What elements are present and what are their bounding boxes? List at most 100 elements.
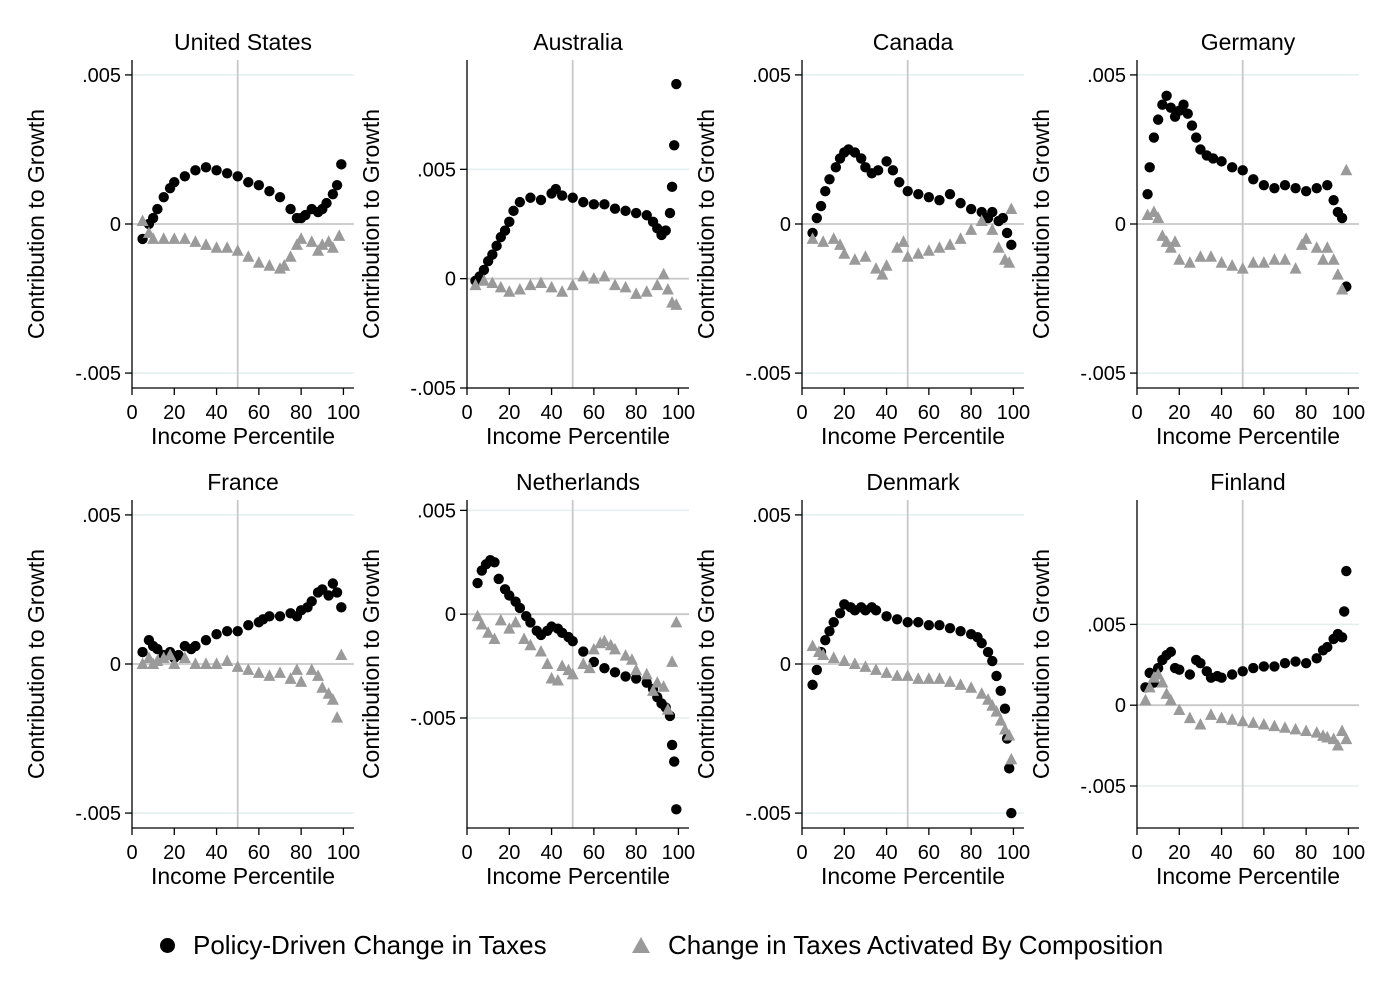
policy-point (997, 212, 1009, 224)
composition-point (488, 632, 501, 645)
x-tick-label: 20 (163, 842, 185, 864)
legend-label-composition: Change in Taxes Activated By Composition (668, 929, 1164, 960)
policy-point (811, 212, 822, 224)
x-tick-label: 20 (1168, 402, 1190, 424)
x-tick-label: 0 (1131, 402, 1142, 424)
y-tick-label: .005 (752, 505, 791, 527)
policy-point (830, 162, 842, 173)
policy-point (1142, 188, 1153, 200)
x-tick-label: 0 (796, 842, 807, 864)
composition-point (1295, 238, 1308, 250)
composition-point (518, 632, 531, 645)
policy-point (137, 646, 148, 658)
y-axis-label: Contribution to Growth (23, 549, 49, 779)
composition-point (651, 278, 664, 291)
x-tick-label: 80 (290, 842, 312, 864)
composition-point (598, 269, 611, 282)
composition-point (954, 678, 967, 690)
y-tick-label: -.005 (745, 803, 791, 825)
composition-point (933, 672, 946, 684)
policy-point (807, 679, 818, 691)
policy-point (487, 249, 498, 260)
composition-point (640, 667, 653, 680)
policy-point (221, 168, 233, 179)
policy-point (264, 611, 275, 622)
legend-triangle-marker-icon (632, 937, 650, 953)
policy-point (232, 171, 243, 182)
policy-point (1322, 180, 1333, 191)
composition-point (670, 298, 683, 310)
policy-point (666, 181, 678, 193)
policy-point (152, 203, 163, 215)
policy-point (1328, 194, 1339, 206)
composition-point (965, 681, 978, 693)
composition-point (1289, 262, 1302, 274)
composition-point (1327, 253, 1340, 265)
composition-point (912, 247, 925, 259)
composition-point (944, 675, 956, 687)
composition-point (1268, 253, 1281, 265)
composition-point (897, 235, 910, 247)
policy-point (535, 194, 547, 206)
composition-point (891, 669, 904, 681)
policy-point (902, 617, 913, 628)
policy-point (504, 216, 515, 228)
x-tick-label: 0 (126, 842, 137, 864)
composition-point (1247, 256, 1260, 268)
y-tick-label: -.005 (1080, 776, 1126, 798)
x-tick-label: 40 (540, 842, 562, 864)
composition-point (494, 613, 507, 626)
policy-point (1290, 183, 1301, 194)
policy-point (671, 78, 682, 90)
composition-point (848, 657, 861, 669)
policy-point (815, 200, 827, 212)
composition-point (838, 654, 851, 666)
legend-item-policy: Policy-Driven Change in Taxes (160, 922, 547, 968)
policy-point (491, 240, 502, 252)
composition-point (944, 238, 956, 250)
x-tick-label: 40 (1210, 402, 1232, 424)
composition-point (619, 649, 632, 661)
composition-point (651, 676, 664, 688)
composition-point (609, 642, 621, 655)
composition-point (1164, 241, 1177, 253)
y-tick-label: 0 (110, 214, 121, 236)
composition-point (1310, 241, 1323, 253)
composition-point (1257, 256, 1270, 268)
policy-point (327, 578, 339, 589)
policy-point (1184, 669, 1196, 680)
composition-point (1160, 687, 1173, 699)
panel-title: Canada (873, 29, 954, 55)
composition-point (503, 285, 516, 297)
composition-point (609, 278, 621, 291)
composition-point (1215, 256, 1228, 268)
policy-point (327, 188, 339, 200)
policy-point (588, 656, 600, 668)
x-tick-label: 0 (1131, 842, 1142, 864)
policy-point (169, 177, 180, 188)
composition-point (922, 244, 935, 256)
policy-point (285, 203, 296, 215)
policy-point (1216, 156, 1227, 167)
policy-point (508, 205, 519, 217)
composition-point (147, 232, 160, 244)
composition-point (541, 657, 554, 669)
composition-point (1336, 283, 1349, 295)
policy-point (1322, 641, 1333, 653)
x-axis-label: Income Percentile (1156, 423, 1340, 449)
policy-point (995, 685, 1006, 697)
composition-point (486, 276, 499, 288)
policy-point (913, 188, 924, 200)
policy-point (1226, 669, 1238, 680)
policy-point (200, 162, 212, 173)
policy-point (671, 804, 682, 815)
composition-point (1173, 253, 1186, 265)
composition-point (263, 259, 276, 271)
composition-point (221, 654, 234, 666)
composition-point (640, 285, 653, 297)
y-tick-label: -.005 (410, 708, 456, 730)
policy-point (1248, 174, 1259, 185)
x-axis-label: Income Percentile (151, 423, 335, 449)
panel-title: Denmark (866, 469, 960, 495)
